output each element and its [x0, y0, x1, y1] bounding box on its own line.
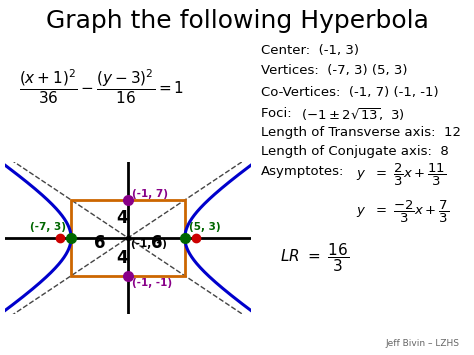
Text: 6: 6 [151, 234, 162, 252]
Text: $LR\ =\ \dfrac{16}{3}$: $LR\ =\ \dfrac{16}{3}$ [280, 241, 349, 274]
Text: $(-1 \pm 2\sqrt{13},\ 3)$: $(-1 \pm 2\sqrt{13},\ 3)$ [301, 106, 404, 122]
Text: 6: 6 [94, 234, 105, 252]
Bar [71, 200, 185, 276]
Text: Center:  (-1, 3): Center: (-1, 3) [261, 44, 359, 58]
Text: $y\ \ =\ \dfrac{2}{3}x + \dfrac{11}{3}$: $y\ \ =\ \dfrac{2}{3}x + \dfrac{11}{3}$ [356, 162, 446, 188]
Text: Co-Vertices:  (-1, 7) (-1, -1): Co-Vertices: (-1, 7) (-1, -1) [261, 86, 438, 99]
Text: (-7, 3): (-7, 3) [30, 222, 66, 232]
Text: (-1, 7): (-1, 7) [132, 189, 168, 198]
Text: 4: 4 [117, 249, 128, 267]
Text: Asymptotes:: Asymptotes: [261, 165, 344, 178]
Text: (-1, -1): (-1, -1) [132, 278, 172, 288]
Text: $y\ \ =\ \dfrac{-2}{3}x + \dfrac{7}{3}$: $y\ \ =\ \dfrac{-2}{3}x + \dfrac{7}{3}$ [356, 199, 448, 225]
Text: Foci:: Foci: [261, 107, 304, 120]
Text: Vertices:  (-7, 3) (5, 3): Vertices: (-7, 3) (5, 3) [261, 64, 407, 77]
Text: 4: 4 [117, 209, 128, 227]
Text: (-1, 3): (-1, 3) [131, 239, 167, 249]
Text: Jeff Bivin – LZHS: Jeff Bivin – LZHS [386, 339, 460, 348]
Text: Graph the following Hyperbola: Graph the following Hyperbola [46, 9, 428, 33]
Text: Length of Transverse axis:  12: Length of Transverse axis: 12 [261, 126, 461, 139]
Text: (5, 3): (5, 3) [189, 222, 220, 232]
Text: Length of Conjugate axis:  8: Length of Conjugate axis: 8 [261, 145, 448, 158]
Text: $\dfrac{(x+1)^2}{36} - \dfrac{(y-3)^2}{16} = 1$: $\dfrac{(x+1)^2}{36} - \dfrac{(y-3)^2}{1… [19, 67, 184, 106]
